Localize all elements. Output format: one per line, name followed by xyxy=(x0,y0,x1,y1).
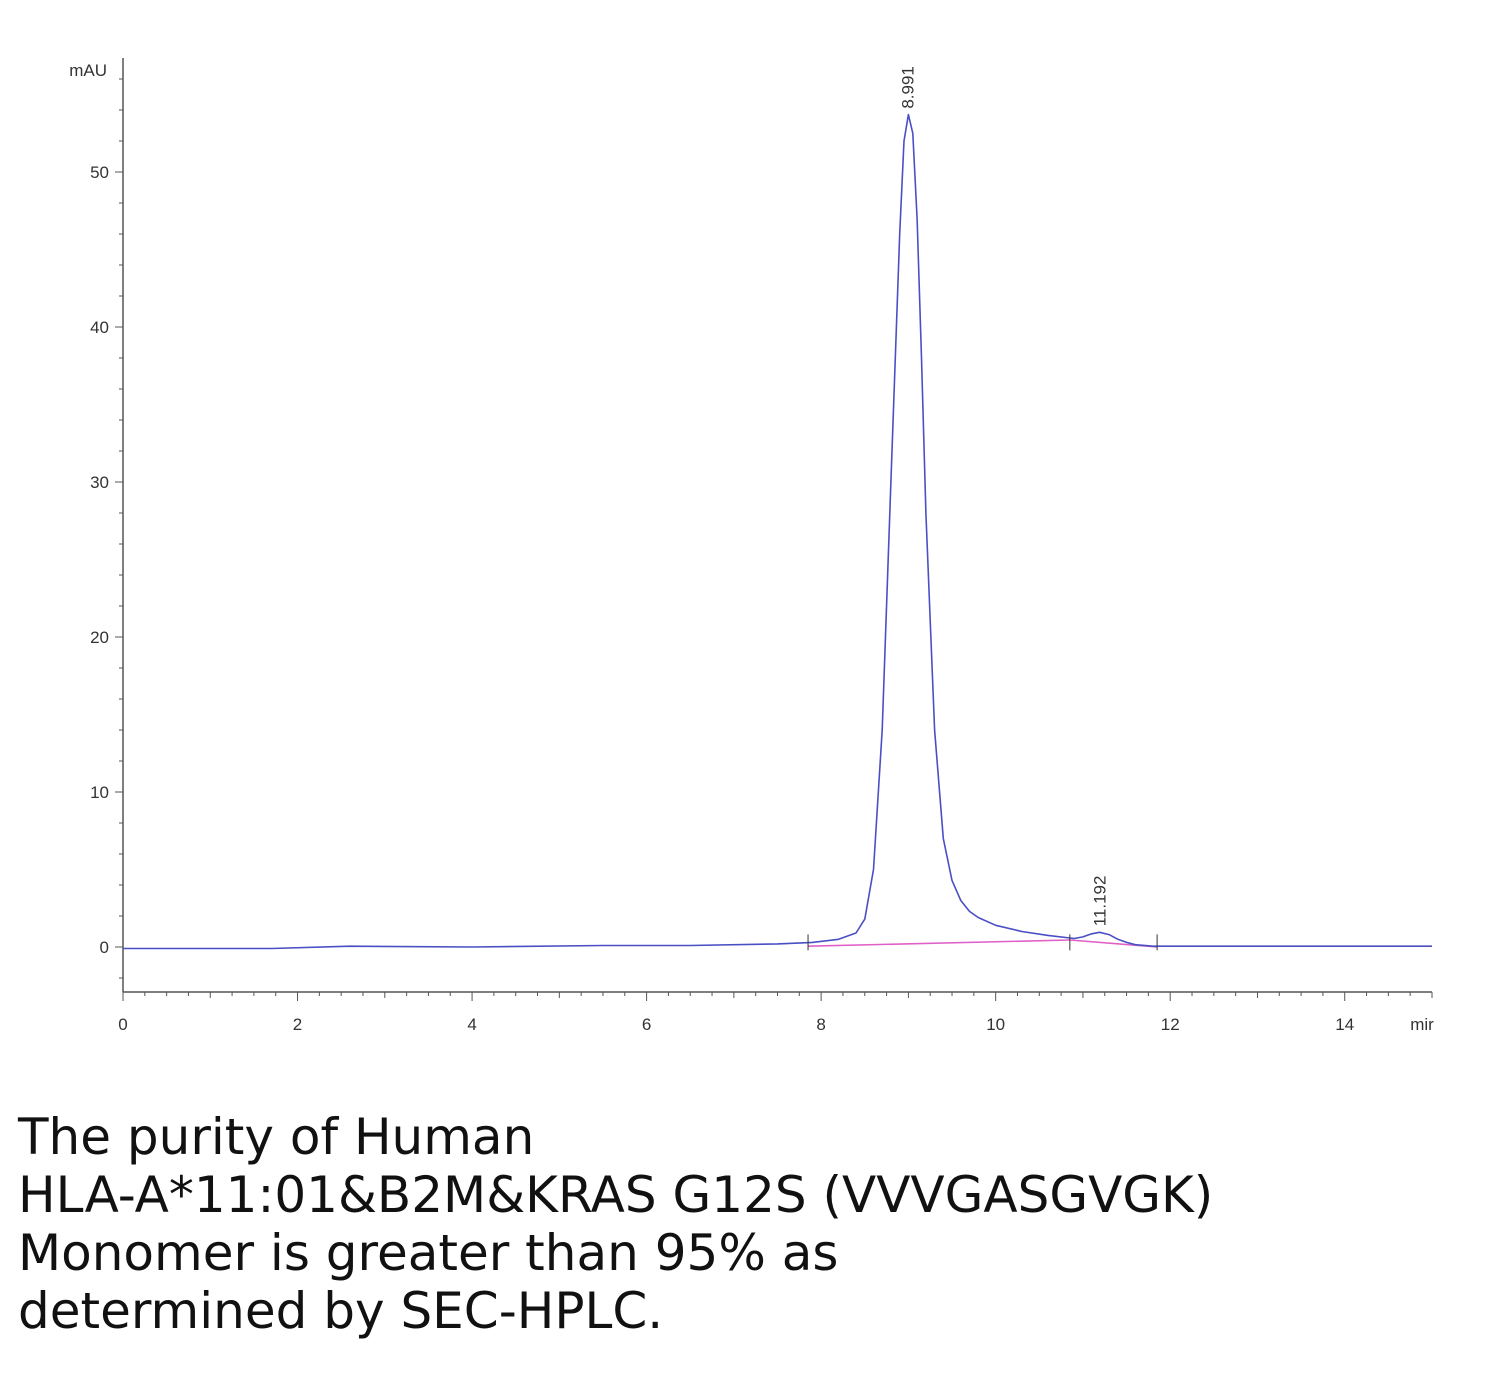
x-tick-label: 8 xyxy=(816,1015,825,1034)
x-tick-label: 2 xyxy=(293,1015,302,1034)
x-tick-label: 6 xyxy=(642,1015,651,1034)
x-tick-label: 10 xyxy=(986,1015,1005,1034)
chromatogram: 0 10 20 30 40 50 mAU 0 2 4 6 8 10 12 14 mir 8.991 11.192 xyxy=(69,58,1434,1034)
x-tick-label: 0 xyxy=(118,1015,127,1034)
y-tick-label: 0 xyxy=(100,938,109,957)
caption-line-2: HLA-A*11:01&B2M&KRAS G12S (VVVGASGVGK) xyxy=(18,1166,1214,1224)
peak-label: 8.991 xyxy=(899,66,918,109)
caption-line-1: The purity of Human xyxy=(18,1108,535,1166)
chromatogram-svg: 0 10 20 30 40 50 mAU 0 2 4 6 8 10 12 14 mir 8.991 11.192 xyxy=(69,58,1434,1034)
caption: The purity of Human HLA-A*11:01&B2M&KRAS… xyxy=(18,1108,1478,1340)
chromatogram-trace xyxy=(123,113,1432,950)
y-tick-label: 10 xyxy=(90,783,109,802)
y-tick-label: 30 xyxy=(90,473,109,492)
y-axis-unit-label: mAU xyxy=(69,61,107,80)
x-tick-label: 4 xyxy=(467,1015,476,1034)
integration-baseline xyxy=(807,939,1070,947)
x-tick-label: 14 xyxy=(1335,1015,1354,1034)
caption-line-4: determined by SEC-HPLC. xyxy=(18,1282,664,1340)
y-tick-label: 20 xyxy=(90,628,109,647)
y-tick-label: 50 xyxy=(90,163,109,182)
y-tick-label: 40 xyxy=(90,318,109,337)
caption-line-3: Monomer is greater than 95% as xyxy=(18,1224,839,1282)
peak-label: 11.192 xyxy=(1091,876,1110,927)
x-tick-label: 12 xyxy=(1161,1015,1180,1034)
x-axis-unit-label: mir xyxy=(1410,1015,1434,1034)
